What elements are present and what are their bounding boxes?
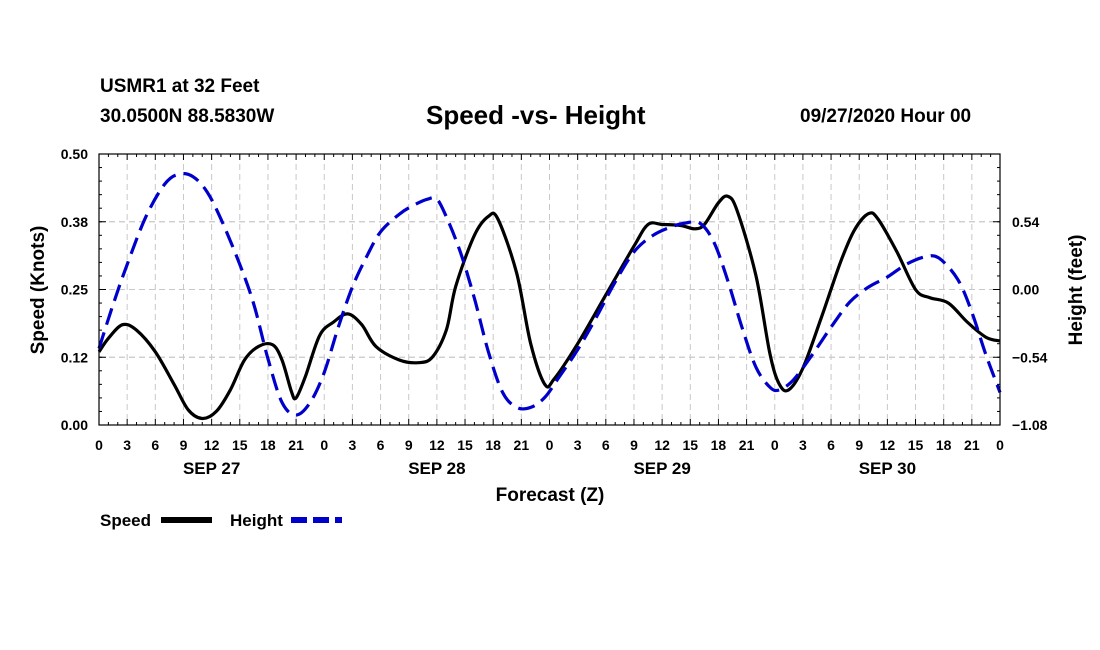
- x-tick-label: 3: [799, 437, 807, 453]
- y-right-tick-label: 0.54: [1012, 214, 1039, 230]
- x-tick-label: 3: [574, 437, 582, 453]
- x-tick-label: 9: [855, 437, 863, 453]
- y-right-tick-label: −0.54: [1012, 349, 1048, 365]
- x-tick-label: 9: [180, 437, 188, 453]
- y-right-tick-label: −1.08: [1012, 417, 1048, 433]
- x-tick-label: 3: [349, 437, 357, 453]
- station-label: USMR1 at 32 Feet: [100, 76, 260, 97]
- x-tick-label: 21: [288, 437, 304, 453]
- y-left-tick-label: 0.25: [61, 282, 88, 298]
- x-tick-label: 15: [908, 437, 924, 453]
- series-line-height: [97, 171, 1002, 417]
- y-left-tick-label: 0.00: [61, 417, 88, 433]
- x-tick-label: 12: [429, 437, 445, 453]
- plot-frame: [98, 153, 1001, 426]
- date-label: SEP 28: [408, 459, 465, 478]
- x-tick-label: 0: [546, 437, 554, 453]
- x-tick-label: 6: [827, 437, 835, 453]
- x-tick-label: 3: [123, 437, 131, 453]
- x-tick-label: 6: [151, 437, 159, 453]
- y-left-tick-label: 0.50: [61, 146, 88, 162]
- x-tick-label: 18: [260, 437, 276, 453]
- x-tick-label: 0: [95, 437, 103, 453]
- coordinates-label: 30.0500N 88.5830W: [100, 106, 275, 127]
- x-tick-label: 18: [485, 437, 501, 453]
- x-tick-label: 15: [457, 437, 473, 453]
- y-axis-right-label: Height (feet): [1066, 235, 1087, 346]
- x-tick-label: 21: [739, 437, 755, 453]
- date-label: SEP 30: [859, 459, 916, 478]
- x-tick-label: 18: [711, 437, 727, 453]
- x-axis-label: Forecast (Z): [496, 485, 605, 506]
- y-left-tick-label: 0.12: [61, 349, 88, 365]
- x-tick-label: 9: [405, 437, 413, 453]
- axis-labels: 0 3 6 9 12 15 18 21 0 3 6 9 12 15 18 21 0 3 6 9 12 15 18 21 0 3 6 9…: [61, 146, 1048, 478]
- x-tick-label: 0: [996, 437, 1004, 453]
- x-tick-label: 15: [682, 437, 698, 453]
- x-tick-label: 18: [936, 437, 952, 453]
- chart-title: Speed -vs- Height: [426, 100, 646, 130]
- x-tick-label: 9: [630, 437, 638, 453]
- date-stamp: 09/27/2020 Hour 00: [800, 106, 972, 127]
- legend-speed-label: Speed: [100, 511, 151, 530]
- x-tick-label: 0: [771, 437, 779, 453]
- legend-height-label: Height: [230, 511, 283, 530]
- x-tick-label: 12: [654, 437, 670, 453]
- date-label: SEP 29: [633, 459, 690, 478]
- x-tick-label: 21: [964, 437, 980, 453]
- legend: Speed Height: [100, 511, 342, 530]
- x-tick-label: 6: [377, 437, 385, 453]
- y-left-tick-label: 0.38: [61, 214, 88, 230]
- x-tick-label: 12: [880, 437, 896, 453]
- x-tick-label: 0: [320, 437, 328, 453]
- series-line-speed: [97, 194, 1001, 421]
- x-tick-label: 15: [232, 437, 248, 453]
- x-tick-label: 12: [204, 437, 220, 453]
- x-tick-label: 6: [602, 437, 610, 453]
- series-lines: [97, 171, 1002, 421]
- date-label: SEP 27: [183, 459, 240, 478]
- y-right-tick-label: 0.00: [1012, 282, 1039, 298]
- x-tick-label: 21: [514, 437, 530, 453]
- y-axis-left-label: Speed (Knots): [28, 226, 49, 355]
